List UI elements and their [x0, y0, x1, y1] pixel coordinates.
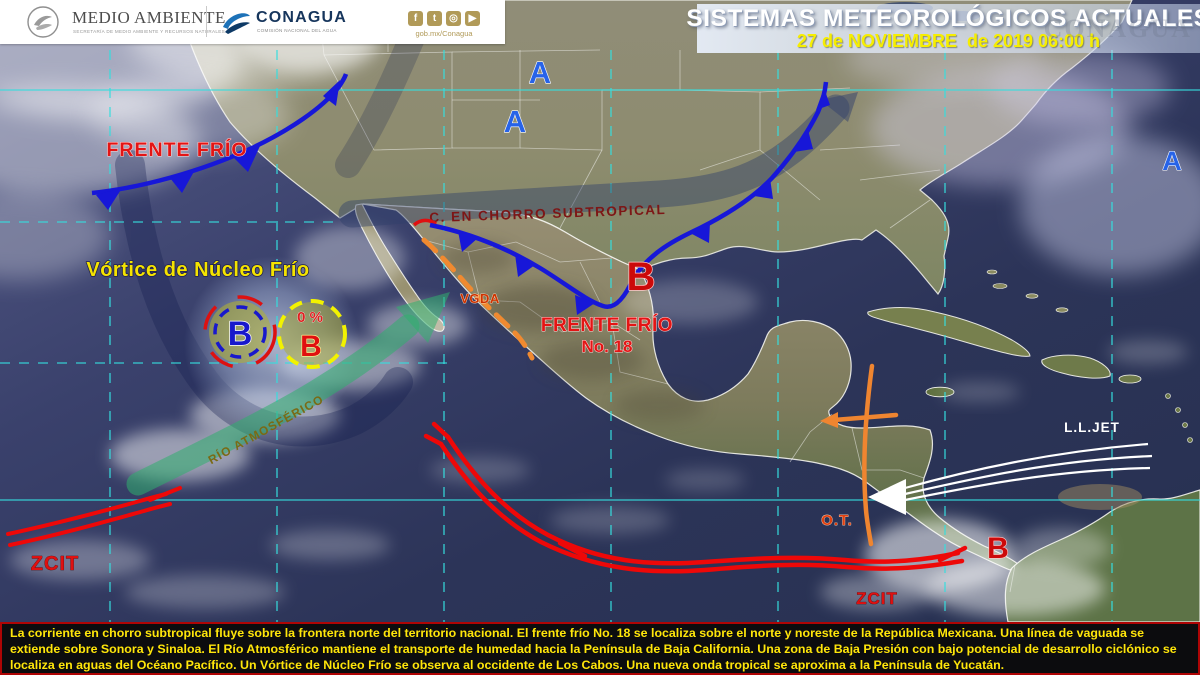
- gobierno-eagle-logo: [27, 6, 59, 38]
- low-pressure-b-panama: B: [987, 532, 1009, 565]
- land-bahamas: [986, 269, 1069, 313]
- zcit-east-line: [423, 421, 968, 574]
- facebook-icon[interactable]: f: [408, 11, 423, 26]
- instagram-icon[interactable]: ◎: [446, 11, 461, 26]
- cold-front-nw: [91, 73, 349, 210]
- zcit-east-label: ZCIT: [856, 589, 898, 608]
- map-datetime: 27 de NOVIEMBRE de 2019 06:00 h: [796, 31, 1101, 51]
- low-level-jet-arrow: [904, 442, 1153, 502]
- tropical-wave-label: O.T.: [821, 512, 853, 529]
- header-divider: [206, 6, 207, 37]
- header-bar: MEDIO AMBIENTE SECRETARÍA DE MEDIO AMBIE…: [0, 0, 505, 44]
- twitter-icon[interactable]: t: [427, 11, 442, 26]
- land-lesser-antilles: [1165, 393, 1193, 443]
- page-title: SISTEMAS METEOROLÓGICOS ACTUALES: [686, 5, 1200, 32]
- tropical-wave-line: [831, 363, 899, 547]
- conagua-caption: COMISIÓN NACIONAL DEL AGUA: [257, 28, 337, 33]
- low-pressure-b-pacific: B: [300, 330, 322, 363]
- social-icons: f t ◎ ▶: [408, 11, 480, 26]
- vortex-label: Vórtice de Núcleo Frío: [86, 259, 309, 281]
- vgda-trough-line: [421, 237, 535, 361]
- river-arrowhead: [396, 292, 450, 343]
- low-pressure-b-texas: B: [627, 255, 656, 299]
- jet-arrowhead: [820, 92, 858, 122]
- cold-front-18-number: No. 18: [581, 337, 632, 356]
- high-pressure-a-2: A: [504, 104, 526, 139]
- graticule: [0, 50, 1200, 622]
- zcit-west-line: [6, 486, 182, 547]
- discussion-banner: La corriente en chorro subtropical fluye…: [0, 622, 1200, 675]
- land-venezuela-coast: [1058, 484, 1142, 510]
- atmospheric-river-arrow: [126, 292, 450, 496]
- cold-front-18: [412, 81, 830, 315]
- social-handle: gob.mx/Conagua: [415, 29, 473, 38]
- zcit-west-label: ZCIT: [31, 553, 79, 575]
- high-pressure-a-3: A: [1162, 146, 1182, 176]
- cold-core-vortex-symbol: [203, 295, 277, 369]
- high-pressure-a-1: A: [529, 55, 551, 90]
- front-red-tail: [412, 218, 438, 227]
- cold-front-18-label: FRENTE FRÍO: [541, 314, 673, 336]
- low-level-jet-label: L.L.JET: [1064, 420, 1120, 435]
- vgda-label: VGDA: [460, 291, 500, 306]
- title-banner: CONAGUA SISTEMAS METEOROLÓGICOS ACTUALES…: [686, 4, 1200, 53]
- development-percent-label: 0 %: [297, 309, 323, 326]
- land-cuba: [867, 307, 1031, 357]
- medio-ambiente-caption: SECRETARÍA DE MEDIO AMBIENTE Y RECURSOS …: [73, 29, 225, 34]
- youtube-icon[interactable]: ▶: [465, 11, 480, 26]
- weather-summary-text: La corriente en chorro subtropical fluye…: [10, 626, 1177, 672]
- vortex-low-b: B: [228, 315, 253, 353]
- satellite-map: C. EN CHORRO SUBTROPICAL RÍO ATMOSFÉRICO…: [0, 0, 1200, 622]
- medio-ambiente-wordmark: MEDIO AMBIENTE: [72, 8, 226, 27]
- terrain-shading: [440, 242, 705, 421]
- low-pressure-area-symbol: [277, 299, 347, 369]
- conagua-wordmark: CONAGUA: [256, 9, 348, 26]
- conagua-watermark: CONAGUA: [1043, 14, 1192, 43]
- tropical-wave-arrowhead: [820, 412, 838, 428]
- land-hispaniola: [1041, 354, 1111, 379]
- conagua-logo: [223, 13, 250, 34]
- land-puerto-rico: [1118, 374, 1142, 384]
- low-level-jet-arrowhead: [868, 479, 906, 515]
- cold-front-nw-label: FRENTE FRÍO: [107, 138, 248, 161]
